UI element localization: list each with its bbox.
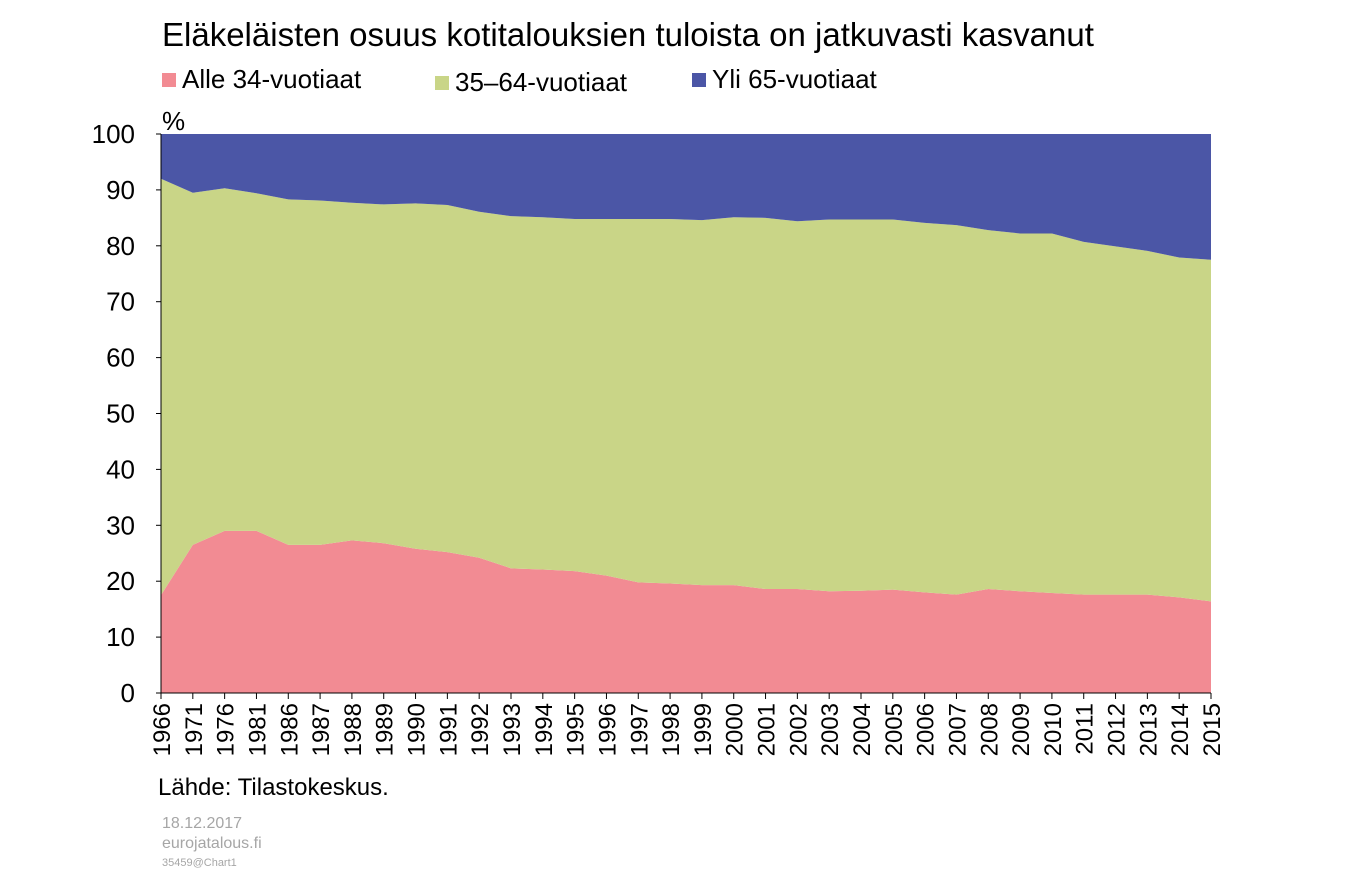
footer-site: eurojatalous.fi: [162, 835, 262, 852]
chart-title: Eläkeläisten osuus kotitalouksien tulois…: [162, 16, 1094, 53]
y-tick-label: 100: [92, 119, 135, 149]
x-tick-label: 1976: [213, 703, 240, 756]
x-tick-label: 1989: [372, 703, 399, 756]
x-tick-label: 1993: [499, 703, 526, 756]
x-tick-label: 2011: [1072, 703, 1099, 755]
x-tick-label: 2014: [1167, 703, 1194, 756]
x-tick-label: 2012: [1104, 703, 1131, 756]
legend-item-alle-34: Alle 34-vuotiaat: [162, 64, 361, 95]
x-tick-label: 2003: [817, 703, 844, 756]
x-tick-label: 2015: [1199, 703, 1226, 756]
y-tick-label: 40: [106, 454, 135, 484]
x-tick-label: 2009: [1008, 703, 1035, 756]
y-axis-unit: %: [162, 106, 186, 136]
x-tick-label: 1990: [404, 703, 431, 756]
legend-item-yli-65: Yli 65-vuotiaat: [692, 64, 877, 95]
x-tick-label: 1981: [244, 703, 271, 756]
x-tick-label: 1997: [626, 703, 653, 756]
legend-label-yli-65: Yli 65-vuotiaat: [712, 64, 877, 94]
x-tick-label: 2008: [976, 703, 1003, 756]
x-tick-label: 1995: [563, 703, 590, 756]
legend-swatch-alle-34: [162, 72, 176, 87]
y-tick-label: 90: [106, 175, 135, 205]
x-tick-label: 1966: [149, 703, 176, 756]
y-tick-label: 50: [106, 399, 135, 429]
legend-item-35-64: 35–64-vuotiaat: [435, 67, 627, 98]
x-tick-label: 1999: [690, 703, 717, 756]
legend-label-35-64: 35–64-vuotiaat: [455, 67, 628, 97]
y-tick-label: 0: [121, 678, 135, 708]
x-tick-label: 1971: [181, 703, 208, 756]
x-tick-label: 1987: [308, 703, 335, 756]
x-tick-label: 2005: [881, 703, 908, 756]
y-tick-label: 60: [106, 343, 135, 373]
legend-label-alle-34: Alle 34-vuotiaat: [182, 64, 362, 94]
x-tick-label: 2006: [913, 703, 940, 756]
y-tick-label: 80: [106, 231, 135, 261]
y-tick-label: 20: [106, 566, 135, 596]
legend-swatch-35-64: [435, 75, 449, 90]
x-tick-label: 1991: [435, 703, 462, 756]
x-tick-label: 1992: [467, 703, 494, 756]
x-tick-label: 1988: [340, 703, 367, 756]
source-note: Lähde: Tilastokeskus.: [158, 774, 389, 801]
y-tick-label: 10: [106, 622, 135, 652]
y-tick-label: 70: [106, 287, 135, 317]
x-tick-label: 2010: [1040, 703, 1067, 756]
area-35-64: [161, 178, 1211, 602]
footer-date: 18.12.2017: [162, 815, 243, 832]
x-tick-label: 2004: [849, 703, 876, 756]
x-tick-label: 1994: [531, 703, 558, 756]
x-tick-label: 2000: [722, 703, 749, 756]
x-tick-label: 2013: [1135, 703, 1162, 756]
footer-chart-id: 35459@Chart1: [162, 857, 237, 869]
legend-swatch-yli-65: [692, 72, 706, 87]
x-tick-label: 1996: [594, 703, 621, 756]
area-alle-34: [161, 530, 1211, 693]
x-tick-label: 1998: [658, 703, 685, 756]
x-tick-label: 1986: [276, 703, 303, 756]
chart-legend: Alle 34-vuotiaat 35–64-vuotiaat Yli 65-v…: [162, 64, 1062, 98]
x-tick-label: 2001: [754, 703, 781, 756]
x-tick-label: 2007: [944, 703, 971, 756]
area-yli-65: [161, 134, 1211, 260]
x-tick-label: 2002: [785, 703, 812, 756]
y-tick-label: 30: [106, 510, 135, 540]
